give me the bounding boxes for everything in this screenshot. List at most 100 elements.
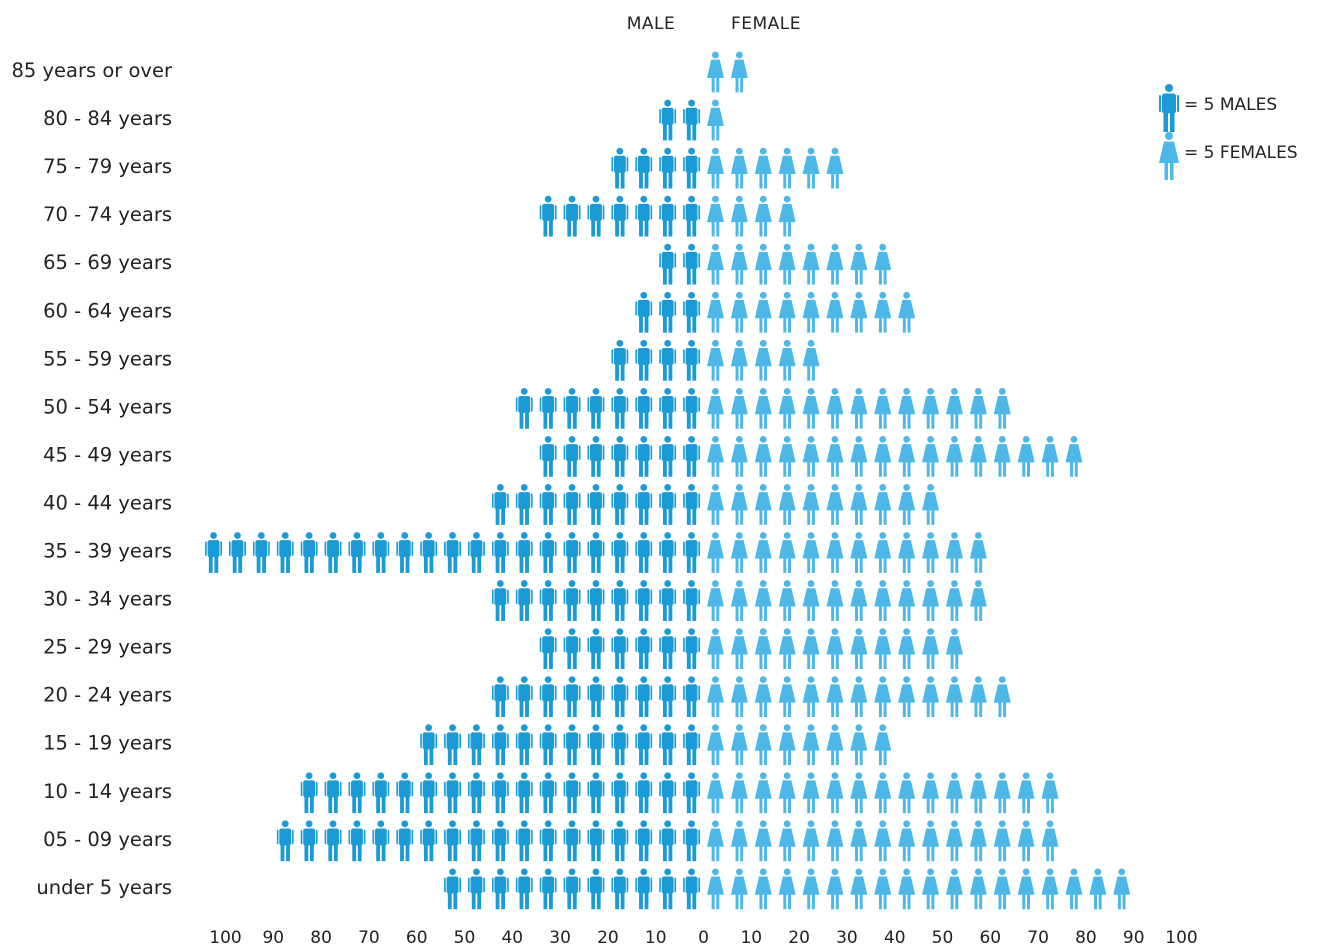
female-person-icon [898,868,916,910]
male-person-icon [372,772,390,814]
male-person-icon [515,772,533,814]
male-person-icon [444,532,462,573]
female-person-icon [898,628,916,669]
male-person-icon [611,387,629,429]
male-person-icon [611,724,629,766]
x-tick-label: 20 [597,928,619,947]
female-person-icon [1041,820,1059,862]
male-person-icon [515,387,533,429]
male-person-icon [635,436,653,477]
x-tick-label: 10 [740,928,762,947]
category-label: 05 - 09 years [43,828,172,851]
male-person-icon [635,147,653,189]
female-person-icon [898,291,916,333]
female-person-icon [826,243,844,285]
male-person-icon [491,868,509,910]
male-person-icon [587,195,605,237]
category-label: 75 - 79 years [43,155,172,178]
female-person-icon [826,724,844,766]
female-person-icon [706,580,724,621]
male-person-icon [635,387,653,429]
female-column-header: FEMALE [731,14,801,34]
female-person-icon [706,676,724,718]
male-person-icon [635,291,653,333]
female-person-icon [898,436,916,477]
male-person-icon [276,820,294,862]
female-person-icon [706,387,724,429]
female-person-icon [802,436,820,477]
male-person-icon [587,436,605,477]
female-person-icon [874,484,892,525]
female-person-icon [898,580,916,621]
female-person-icon [706,243,724,285]
male-person-icon [659,532,677,573]
male-person-icon [491,484,509,525]
male-person-icon [635,868,653,910]
legend-male-label: = 5 MALES [1184,95,1277,115]
male-person-icon [228,532,246,573]
female-person-icon [993,436,1011,477]
female-person-icon [969,532,987,573]
female-person-icon [922,580,940,621]
category-label: 30 - 34 years [43,588,172,611]
male-person-icon [515,484,533,525]
x-tick-label: 90 [262,928,284,947]
female-person-icon [730,532,748,573]
female-person-icon [898,484,916,525]
x-tick-label: 80 [1075,928,1097,947]
female-person-icon [778,339,796,381]
male-person-icon [563,436,581,477]
male-person-icon [539,820,557,862]
male-person-icon [659,387,677,429]
female-person-icon [754,820,772,862]
female-person-icon [754,291,772,333]
female-person-icon [802,339,820,381]
x-tick-label: 30 [549,928,571,947]
female-person-icon [826,820,844,862]
male-person-icon [635,676,653,718]
male-person-icon [587,580,605,621]
male-person-icon [396,772,414,814]
female-person-icon [754,243,772,285]
male-person-icon [683,532,701,573]
male-person-icon [563,676,581,718]
female-person-icon [945,628,963,669]
female-person-icon [730,339,748,381]
female-person-icon [706,724,724,766]
female-person-icon [778,436,796,477]
male-person-icon [611,532,629,573]
x-tick-label: 70 [1027,928,1049,947]
female-person-icon [874,724,892,766]
female-person-icon [1089,868,1107,910]
female-person-icon [802,484,820,525]
male-person-icon [515,724,533,766]
male-person-icon [420,772,438,814]
female-person-icon [969,387,987,429]
female-person-icon [706,339,724,381]
female-person-icon [754,676,772,718]
female-person-icon [826,772,844,814]
female-person-icon [874,676,892,718]
male-person-icon [659,243,677,285]
female-person-icon [898,532,916,573]
female-person-icon [706,291,724,333]
male-person-icon [611,195,629,237]
female-person-icon [778,387,796,429]
male-person-icon [563,772,581,814]
male-person-icon [444,724,462,766]
male-person-icon [683,820,701,862]
male-person-icon [659,772,677,814]
male-person-icon [563,195,581,237]
male-person-icon [683,772,701,814]
male-person-icon [563,580,581,621]
female-person-icon [706,628,724,669]
male-person-icon [659,147,677,189]
female-person-icon [874,291,892,333]
female-person-icon [802,580,820,621]
male-person-icon [611,820,629,862]
male-person-icon [659,628,677,669]
legend: = 5 MALES = 5 FEMALES [1159,84,1298,180]
female-person-icon [850,724,868,766]
female-person-icon [874,532,892,573]
x-tick-label: 90 [1123,928,1145,947]
